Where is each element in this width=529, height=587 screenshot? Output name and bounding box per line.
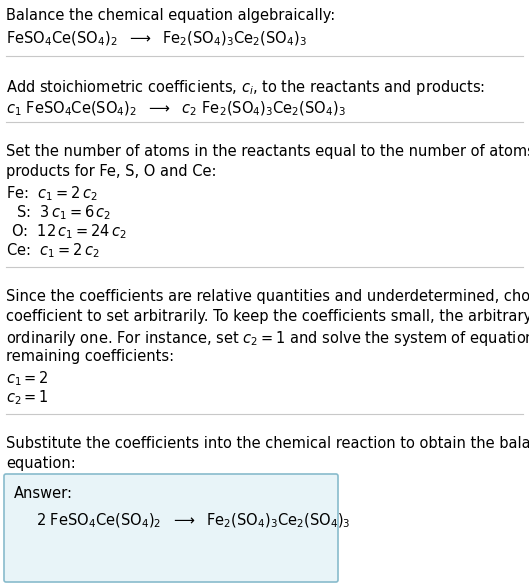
Text: Ce:  $c_1 = 2\,c_2$: Ce: $c_1 = 2\,c_2$: [6, 241, 99, 259]
Text: Answer:: Answer:: [14, 486, 73, 501]
Text: Add stoichiometric coefficients, $c_i$, to the reactants and products:: Add stoichiometric coefficients, $c_i$, …: [6, 78, 485, 97]
Text: Since the coefficients are relative quantities and underdetermined, choose a: Since the coefficients are relative quan…: [6, 289, 529, 304]
FancyBboxPatch shape: [4, 474, 338, 582]
Text: Set the number of atoms in the reactants equal to the number of atoms in the: Set the number of atoms in the reactants…: [6, 144, 529, 159]
Text: Balance the chemical equation algebraically:: Balance the chemical equation algebraica…: [6, 8, 335, 23]
Text: equation:: equation:: [6, 456, 76, 471]
Text: O:  $12\,c_1 = 24\,c_2$: O: $12\,c_1 = 24\,c_2$: [11, 222, 127, 241]
Text: Substitute the coefficients into the chemical reaction to obtain the balanced: Substitute the coefficients into the che…: [6, 436, 529, 451]
Text: $c_1 = 2$: $c_1 = 2$: [6, 369, 49, 387]
Text: 2 FeSO$_4$Ce(SO$_4$)$_2$  $\longrightarrow$  Fe$_2$(SO$_4$)$_3$Ce$_2$(SO$_4$)$_3: 2 FeSO$_4$Ce(SO$_4$)$_2$ $\longrightarro…: [36, 512, 351, 531]
Text: ordinarily one. For instance, set $c_2 = 1$ and solve the system of equations fo: ordinarily one. For instance, set $c_2 =…: [6, 329, 529, 348]
Text: remaining coefficients:: remaining coefficients:: [6, 349, 174, 364]
Text: S:  $3\,c_1 = 6\,c_2$: S: $3\,c_1 = 6\,c_2$: [16, 203, 111, 222]
Text: $c_1$ FeSO$_4$Ce(SO$_4$)$_2$  $\longrightarrow$  $c_2$ Fe$_2$(SO$_4$)$_3$Ce$_2$(: $c_1$ FeSO$_4$Ce(SO$_4$)$_2$ $\longright…: [6, 100, 346, 119]
Text: products for Fe, S, O and Ce:: products for Fe, S, O and Ce:: [6, 164, 216, 179]
Text: FeSO$_4$Ce(SO$_4$)$_2$  $\longrightarrow$  Fe$_2$(SO$_4$)$_3$Ce$_2$(SO$_4$)$_3$: FeSO$_4$Ce(SO$_4$)$_2$ $\longrightarrow$…: [6, 30, 307, 48]
Text: $c_2 = 1$: $c_2 = 1$: [6, 388, 49, 407]
Text: coefficient to set arbitrarily. To keep the coefficients small, the arbitrary va: coefficient to set arbitrarily. To keep …: [6, 309, 529, 324]
Text: Fe:  $c_1 = 2\,c_2$: Fe: $c_1 = 2\,c_2$: [6, 184, 98, 203]
